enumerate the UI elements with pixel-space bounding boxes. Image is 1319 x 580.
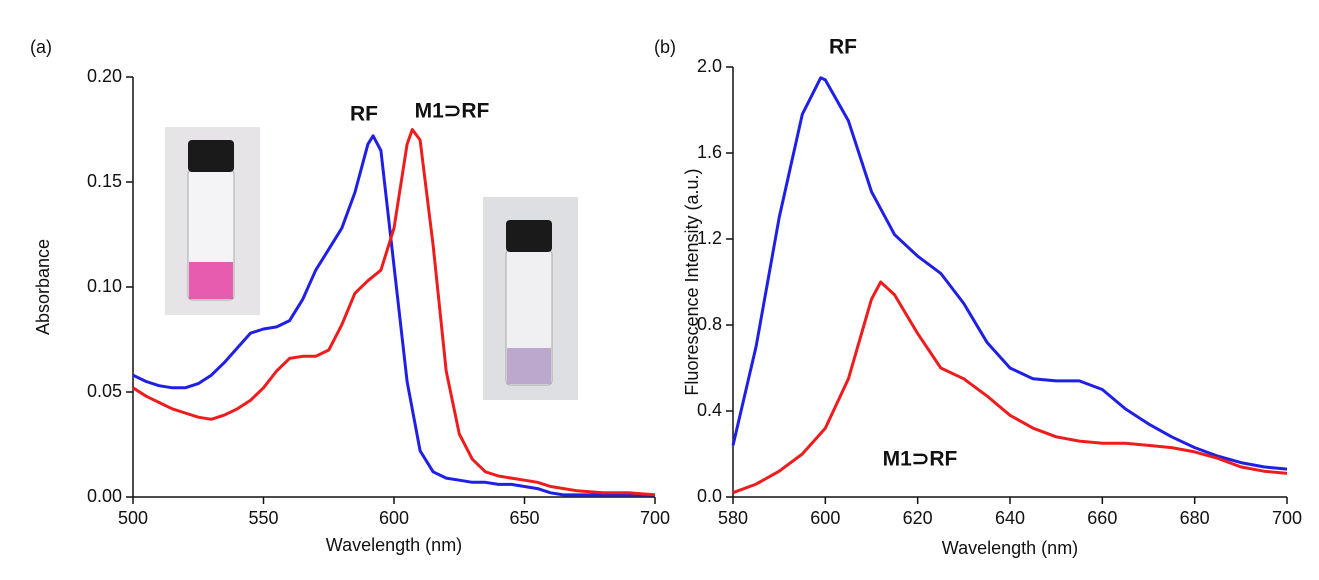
y-tick-label: 0.20 bbox=[87, 66, 122, 86]
panel-label: (a) bbox=[30, 37, 52, 57]
x-tick-label: 600 bbox=[810, 508, 840, 528]
y-tick-label: 0.05 bbox=[87, 381, 122, 401]
series-line bbox=[132, 134, 655, 497]
y-tick-label: 0.8 bbox=[697, 314, 722, 334]
y-tick-label: 0.10 bbox=[87, 276, 122, 296]
vial-photo-purple bbox=[483, 197, 578, 400]
x-tick-label: 660 bbox=[1087, 508, 1117, 528]
annotation: RF bbox=[829, 36, 857, 59]
annotation: RF bbox=[350, 103, 378, 126]
y-tick-label: 0.0 bbox=[697, 486, 722, 506]
x-tick-label: 700 bbox=[640, 508, 670, 528]
panel-label: (b) bbox=[654, 37, 676, 57]
series-line bbox=[731, 76, 1288, 471]
y-tick-label: 0.15 bbox=[87, 171, 122, 191]
vial-photo-pink bbox=[165, 127, 260, 315]
y-tick-label: 0.00 bbox=[87, 486, 122, 506]
x-tick-label: 600 bbox=[379, 508, 409, 528]
x-tick-label: 620 bbox=[903, 508, 933, 528]
x-tick-label: 580 bbox=[718, 508, 748, 528]
y-axis-title: Absorbance bbox=[33, 239, 53, 335]
x-axis-title: Wavelength (nm) bbox=[942, 538, 1078, 558]
x-tick-label: 550 bbox=[248, 508, 278, 528]
x-axis-title: Wavelength (nm) bbox=[326, 535, 462, 555]
annotation: M1⊃RF bbox=[883, 448, 958, 471]
y-tick-label: 1.6 bbox=[697, 142, 722, 162]
y-axis-title: Fluorescence Intensity (a.u.) bbox=[682, 168, 702, 395]
series-line bbox=[132, 128, 656, 497]
y-tick-label: 2.0 bbox=[697, 56, 722, 76]
x-tick-label: 640 bbox=[995, 508, 1025, 528]
x-tick-label: 700 bbox=[1272, 508, 1302, 528]
x-tick-label: 650 bbox=[509, 508, 539, 528]
x-tick-label: 500 bbox=[118, 508, 148, 528]
y-tick-label: 0.4 bbox=[697, 400, 722, 420]
series-line bbox=[732, 280, 1288, 495]
annotation: M1⊃RF bbox=[415, 100, 490, 123]
x-tick-label: 680 bbox=[1180, 508, 1210, 528]
y-tick-label: 1.2 bbox=[697, 228, 722, 248]
